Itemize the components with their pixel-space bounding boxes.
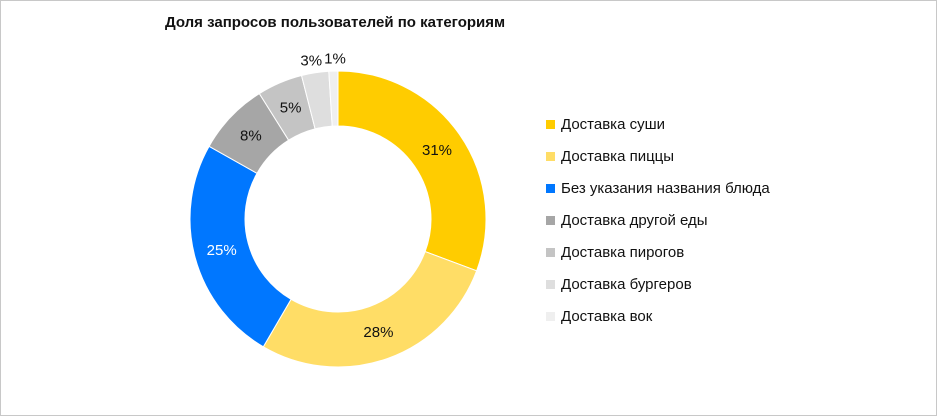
legend-swatch (546, 311, 555, 321)
slice-2 (262, 250, 478, 368)
data-label-2: 28% (363, 324, 393, 341)
legend-label: Доставка пирогов (561, 243, 685, 261)
legend-item-1: Доставка суши (546, 108, 770, 140)
slice-3 (189, 145, 292, 348)
data-label-7: 1% (324, 51, 346, 68)
data-label-6: 3% (300, 52, 322, 69)
legend-item-7: Доставка вок (546, 300, 770, 332)
legend-label: Доставка бургеров (561, 275, 692, 293)
legend-swatch (546, 247, 555, 257)
legend-swatch (546, 183, 555, 193)
legend-label: Доставка пиццы (561, 147, 675, 165)
legend-swatch (546, 215, 555, 225)
slice-7 (328, 70, 339, 127)
legend-label: Доставка вок (561, 307, 653, 325)
chart-legend: Доставка суши Доставка пиццы Без указания … (546, 108, 770, 332)
legend-label: Без указания названия блюда (561, 179, 770, 197)
legend-swatch (546, 151, 555, 161)
chart-title: Доля запросов пользователей по категория… (165, 14, 506, 31)
legend-swatch (546, 119, 555, 129)
legend-item-6: Доставка бургеров (546, 268, 770, 300)
legend-item-3: Без указания названия блюда (546, 172, 770, 204)
legend-label: Доставка суши (561, 115, 665, 133)
data-label-3: 25% (207, 242, 237, 259)
legend-item-5: Доставка пирогов (546, 236, 770, 268)
legend-swatch (546, 279, 555, 289)
legend-label: Доставка другой еды (561, 211, 708, 229)
data-label-5: 5% (280, 100, 302, 117)
data-label-1: 31% (422, 142, 452, 159)
legend-item-2: Доставка пиццы (546, 140, 770, 172)
data-label-4: 8% (240, 127, 262, 144)
legend-item-4: Доставка другой еды (546, 204, 770, 236)
slice-1 (337, 70, 487, 272)
